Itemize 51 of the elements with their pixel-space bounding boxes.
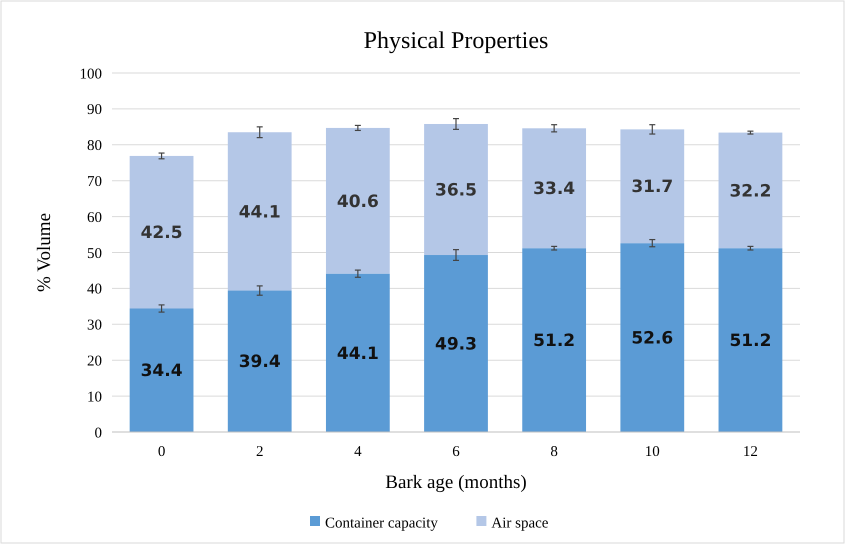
- data-label: 44.1: [336, 344, 379, 364]
- bar: [718, 132, 782, 248]
- data-label: 49.3: [435, 334, 477, 354]
- y-tick-label: 20: [87, 353, 102, 370]
- data-label: 44.1: [238, 202, 281, 222]
- y-tick-label: 80: [87, 138, 102, 154]
- data-label: 32.2: [729, 181, 772, 202]
- bar: [522, 128, 586, 248]
- bar: [130, 156, 194, 309]
- bar: [228, 290, 292, 432]
- y-tick-label: 60: [87, 210, 102, 226]
- bar: [228, 132, 292, 291]
- x-tick-label: 2: [256, 444, 264, 460]
- bar: [326, 128, 390, 274]
- x-axis-title: Bark age (months): [385, 472, 527, 493]
- legend-label: Air space: [491, 515, 549, 532]
- y-tick-label: 90: [87, 102, 102, 118]
- y-axis-title: % Volume: [34, 213, 55, 292]
- y-tick-label: 50: [87, 246, 102, 262]
- bar: [326, 274, 390, 432]
- data-label: 34.4: [140, 361, 183, 382]
- x-tick-label: 10: [644, 444, 660, 460]
- y-tick-label: 70: [87, 174, 102, 190]
- y-tick-label: 0: [94, 425, 102, 442]
- data-label: 40.6: [336, 192, 379, 212]
- x-tick-label: 0: [158, 444, 166, 460]
- chart-title: Physical Properties: [364, 28, 548, 54]
- data-label: 51.2: [533, 331, 576, 352]
- y-tick-label: 10: [87, 389, 102, 406]
- bar: [620, 243, 684, 432]
- data-label: 52.6: [631, 328, 674, 349]
- data-label: 42.5: [140, 223, 183, 244]
- x-tick-label: 6: [452, 444, 460, 460]
- data-label: 51.2: [729, 331, 772, 352]
- x-tick-label: 12: [742, 444, 758, 460]
- y-tick-label: 100: [80, 66, 102, 82]
- data-label: 31.7: [631, 177, 674, 198]
- y-tick-label: 40: [87, 282, 102, 298]
- x-tick-label: 8: [550, 444, 558, 460]
- y-tick-label: 30: [87, 318, 102, 334]
- bar: [424, 255, 488, 432]
- data-label: 36.5: [435, 180, 477, 200]
- bar: [130, 308, 194, 432]
- data-label: 33.4: [533, 179, 576, 200]
- x-tick-label: 4: [354, 444, 362, 460]
- bar: [718, 248, 782, 432]
- legend-label: Container capacity: [325, 515, 438, 532]
- bar: [522, 248, 586, 432]
- data-label: 39.4: [238, 352, 281, 372]
- bar: [424, 124, 488, 256]
- bar: [620, 129, 684, 244]
